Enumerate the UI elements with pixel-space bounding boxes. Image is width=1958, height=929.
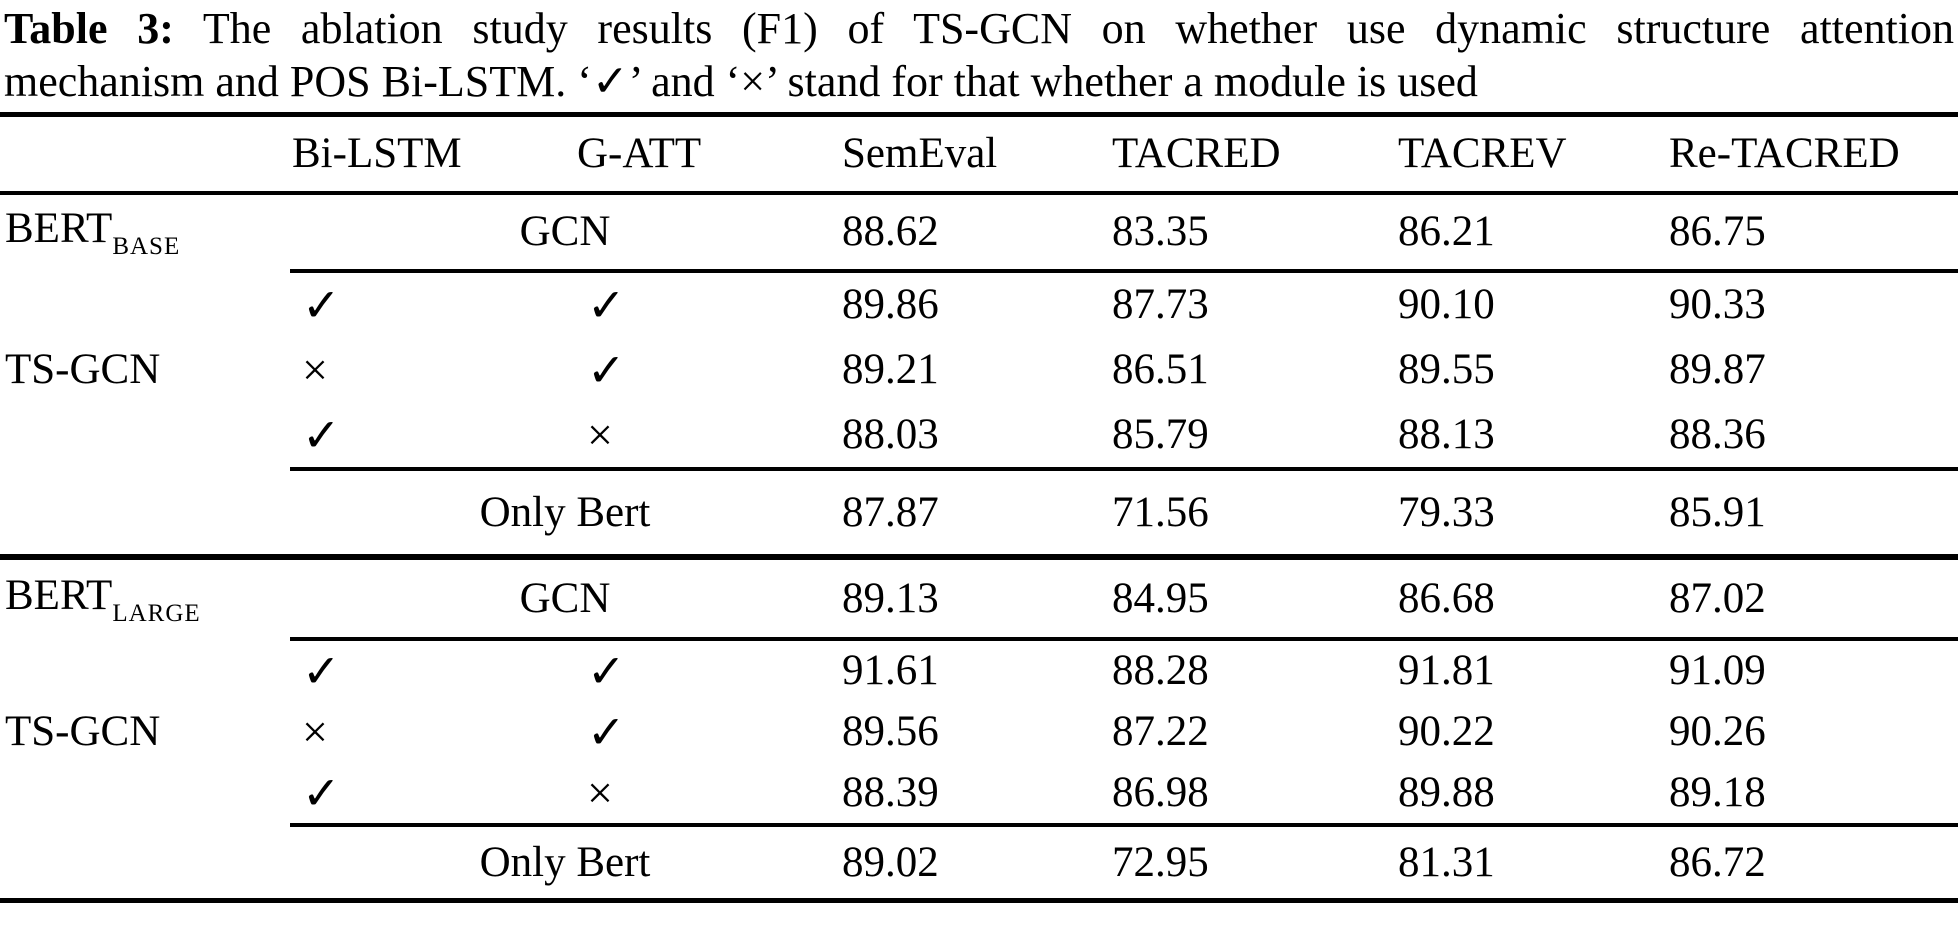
- cell-base-gcn-tacrev: 86.21: [1396, 192, 1667, 273]
- ablation-results-table: Bi-LSTM G-ATT SemEval TACRED TACREV Re-T…: [0, 112, 1958, 903]
- caption-table-number: Table 3:: [4, 4, 174, 53]
- row-tsgcn-base-1: ✓ ✓ 89.86 87.73 90.10 90.33: [0, 271, 1958, 337]
- cell-large-r2-retacred: 90.26: [1669, 708, 1766, 755]
- cell-large-ob-semeval: 89.02: [840, 824, 1110, 903]
- row-tsgcn-base-2: TS-GCN × ✓ 89.21 86.51 89.55 89.87: [0, 337, 1958, 403]
- cell-base-r2-tacred: 86.51: [1112, 346, 1209, 393]
- cell-base-gcn-tacred: 83.35: [1110, 192, 1396, 273]
- cell-base-r3-semeval: 88.03: [840, 402, 1110, 471]
- col-header-semeval: SemEval: [840, 112, 1110, 195]
- col-header-retacred: Re-TACRED: [1667, 112, 1958, 195]
- cell-base-r2-semeval: 89.21: [842, 346, 939, 393]
- cell-large-gcn-tacred: 84.95: [1110, 556, 1396, 641]
- cell-large-r3-retacred: 89.18: [1667, 762, 1958, 827]
- cell-base-ob-retacred: 85.91: [1667, 468, 1958, 560]
- check-icon: ✓: [290, 402, 575, 471]
- cell-model-bert-base: BERTBASE: [0, 193, 290, 271]
- cell-large-gcn-semeval: 89.13: [840, 556, 1110, 641]
- cell-large-r1-tacred: 88.28: [1112, 647, 1209, 694]
- cell-empty: [0, 639, 290, 701]
- cell-large-r1-tacrev: 91.81: [1398, 647, 1495, 694]
- header-row: Bi-LSTM G-ATT SemEval TACRED TACREV Re-T…: [0, 112, 1958, 195]
- cross-icon: ×: [575, 402, 840, 471]
- cell-group-label-tsgcn-large: TS-GCN: [5, 708, 161, 755]
- cell-large-r3-semeval: 88.39: [840, 762, 1110, 827]
- check-icon: ✓: [302, 645, 341, 697]
- check-icon: ✓: [587, 279, 626, 331]
- caption-text-line1: The ablation study results (F1) of TS-GC…: [173, 4, 1954, 53]
- cell-empty: [0, 271, 290, 337]
- cell-large-r3-tacrev: 89.88: [1396, 762, 1667, 827]
- cross-icon: ×: [302, 706, 328, 757]
- cell-base-r3-tacrev: 88.13: [1396, 402, 1667, 471]
- row-tsgcn-large-1: ✓ ✓ 91.61 88.28 91.81 91.09: [0, 639, 1958, 701]
- cell-only-bert-label-base: Only Bert: [290, 468, 840, 560]
- cell-empty: [0, 824, 290, 903]
- col-header-tacrev: TACREV: [1396, 112, 1667, 195]
- model-name: BERT: [5, 571, 113, 619]
- cell-large-r3-tacred: 86.98: [1110, 762, 1396, 827]
- cross-icon: ×: [302, 344, 328, 395]
- model-subscript: BASE: [112, 233, 181, 260]
- check-icon: ✓: [587, 706, 626, 758]
- cell-base-gcn-retacred: 86.75: [1667, 192, 1958, 273]
- cell-base-r1-tacred: 87.73: [1112, 281, 1209, 328]
- row-tsgcn-large-3: ✓ × 88.39 86.98 89.88 89.18: [0, 762, 1958, 827]
- cell-model-bert-large: BERTLARGE: [0, 557, 290, 639]
- header-empty-cell: [0, 112, 290, 195]
- col-header-bilstm: Bi-LSTM: [290, 112, 575, 195]
- cell-base-r2-tacrev: 89.55: [1398, 346, 1495, 393]
- cell-large-gcn-tacrev: 86.68: [1396, 556, 1667, 641]
- cell-gcn-label-large: GCN: [290, 556, 840, 641]
- cell-large-r2-semeval: 89.56: [842, 708, 939, 755]
- cell-empty: [0, 468, 290, 560]
- table-caption: Table 3: The ablation study results (F1)…: [0, 0, 1958, 108]
- cross-icon: ×: [575, 762, 840, 827]
- cell-large-ob-tacred: 72.95: [1110, 824, 1396, 903]
- cell-large-r2-tacrev: 90.22: [1398, 708, 1495, 755]
- cell-group-label-tsgcn-base: TS-GCN: [5, 346, 161, 393]
- row-bert-large-gcn: BERTLARGE GCN 89.13 84.95 86.68 87.02: [0, 556, 1958, 641]
- col-header-tacred: TACRED: [1110, 112, 1396, 195]
- check-icon: ✓: [587, 344, 626, 396]
- cell-base-r3-tacred: 85.79: [1110, 402, 1396, 471]
- cell-base-ob-tacrev: 79.33: [1396, 468, 1667, 560]
- cell-large-r2-tacred: 87.22: [1112, 708, 1209, 755]
- row-bert-base-gcn: BERTBASE GCN 88.62 83.35 86.21 86.75: [0, 192, 1958, 273]
- caption-line-1: Table 3: The ablation study results (F1)…: [4, 2, 1954, 55]
- cell-base-r1-semeval: 89.86: [842, 281, 939, 328]
- row-tsgcn-large-2: TS-GCN × ✓ 89.56 87.22 90.22 90.26: [0, 701, 1958, 763]
- cell-only-bert-label-large: Only Bert: [290, 824, 840, 903]
- cell-base-r3-retacred: 88.36: [1667, 402, 1958, 471]
- cell-gcn-label-base: GCN: [290, 192, 840, 273]
- cell-large-ob-tacrev: 81.31: [1396, 824, 1667, 903]
- cell-large-gcn-retacred: 87.02: [1667, 556, 1958, 641]
- col-header-gatt: G-ATT: [575, 112, 840, 195]
- cell-base-gcn-semeval: 88.62: [840, 192, 1110, 273]
- row-tsgcn-base-3: ✓ × 88.03 85.79 88.13 88.36: [0, 402, 1958, 471]
- cell-large-ob-retacred: 86.72: [1667, 824, 1958, 903]
- check-icon: ✓: [302, 279, 341, 331]
- cell-empty: [0, 403, 290, 469]
- caption-text-line2: mechanism and POS Bi-LSTM. ‘✓’ and ‘×’ s…: [4, 57, 1478, 106]
- check-icon: ✓: [290, 762, 575, 827]
- cell-large-r1-retacred: 91.09: [1669, 647, 1766, 694]
- model-subscript: LARGE: [112, 599, 201, 627]
- cell-empty: [0, 763, 290, 825]
- cell-base-r1-retacred: 90.33: [1669, 281, 1766, 328]
- cell-base-ob-semeval: 87.87: [840, 468, 1110, 560]
- row-only-bert-large: Only Bert 89.02 72.95 81.31 86.72: [0, 824, 1958, 903]
- row-only-bert-base: Only Bert 87.87 71.56 79.33 85.91: [0, 468, 1958, 560]
- check-icon: ✓: [587, 645, 626, 697]
- cell-base-r2-retacred: 89.87: [1669, 346, 1766, 393]
- cell-large-r1-semeval: 91.61: [842, 647, 939, 694]
- cell-base-r1-tacrev: 90.10: [1398, 281, 1495, 328]
- model-name: BERT: [5, 205, 113, 252]
- cell-base-ob-tacred: 71.56: [1110, 468, 1396, 560]
